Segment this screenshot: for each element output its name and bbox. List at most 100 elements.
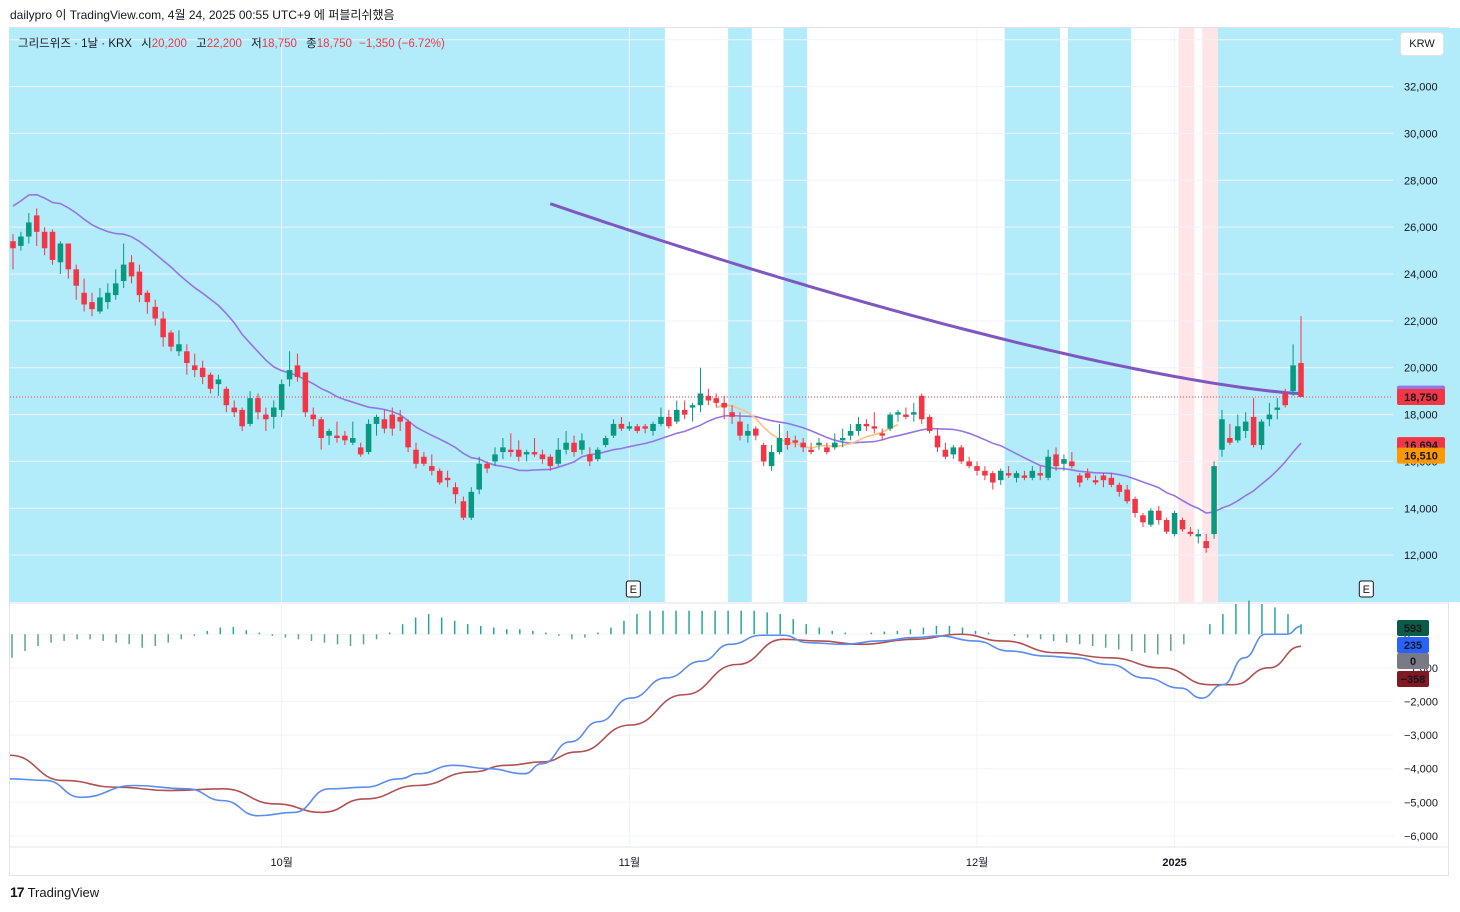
tradingview-logo-icon: 17 bbox=[10, 884, 25, 900]
candle-body bbox=[1116, 484, 1123, 492]
candle-body bbox=[97, 297, 103, 312]
moving-average-line bbox=[12, 193, 1302, 514]
candle-body bbox=[302, 372, 309, 413]
candle-body bbox=[128, 262, 135, 277]
candle-body bbox=[112, 283, 119, 296]
candle-body bbox=[350, 438, 356, 443]
candle-body bbox=[895, 412, 901, 415]
candle-body bbox=[239, 409, 245, 427]
candle-body bbox=[421, 456, 427, 464]
candle-body bbox=[594, 449, 601, 460]
candle-body bbox=[357, 447, 364, 455]
candle-body bbox=[753, 428, 759, 436]
close-value: 18,750 bbox=[316, 38, 352, 50]
candle-body bbox=[610, 423, 617, 436]
candle-body bbox=[1258, 421, 1265, 446]
publish-caption: dailypro 이 TradingView.com, 4월 24, 2025 … bbox=[10, 8, 395, 22]
candle-body bbox=[199, 367, 206, 378]
candle-body bbox=[255, 398, 261, 413]
last-price-label: 18,750 bbox=[1404, 392, 1438, 404]
candle-body bbox=[1211, 466, 1217, 535]
ma-orange-value-label: 16,510 bbox=[1404, 451, 1438, 463]
macd-value-label-bg bbox=[1397, 671, 1429, 687]
candle-body bbox=[389, 414, 396, 429]
price-axis-tick: 14,000 bbox=[1404, 503, 1438, 515]
candle-body bbox=[1148, 510, 1154, 525]
candle-body bbox=[1163, 520, 1170, 532]
candle-body bbox=[1179, 520, 1186, 530]
candle-body bbox=[263, 414, 269, 420]
candle-body bbox=[397, 416, 403, 422]
candle-body bbox=[168, 332, 174, 347]
candle-body bbox=[974, 466, 980, 471]
price-axis-tick: 12,000 bbox=[1404, 550, 1438, 562]
candle-body bbox=[270, 407, 277, 417]
candle-body bbox=[879, 433, 885, 436]
high-label: 고 bbox=[196, 38, 207, 50]
candle-body bbox=[1290, 365, 1296, 392]
candle-body bbox=[1282, 393, 1288, 406]
candle-body bbox=[1037, 473, 1044, 476]
candle-body bbox=[405, 421, 411, 448]
candle-body bbox=[1045, 456, 1051, 478]
tradingview-logo[interactable]: 17 TradingView bbox=[10, 884, 99, 900]
candle-body bbox=[1250, 416, 1257, 446]
candle-body bbox=[863, 423, 870, 427]
macd-value-label: 0 bbox=[1410, 656, 1416, 668]
candle-body bbox=[1266, 414, 1273, 420]
macd-value-label-bg bbox=[1397, 653, 1429, 669]
candle-body bbox=[144, 292, 151, 303]
candle-body bbox=[626, 426, 633, 429]
candle-body bbox=[1076, 475, 1083, 483]
candle-body bbox=[832, 442, 838, 448]
candle-body bbox=[808, 449, 814, 453]
tradingview-logo-text: TradingView bbox=[27, 884, 100, 900]
candle-body bbox=[824, 447, 830, 453]
time-axis-tick: 12월 bbox=[966, 856, 988, 869]
candle-body bbox=[160, 318, 166, 338]
earnings-marker bbox=[1358, 580, 1374, 598]
candle-body bbox=[839, 438, 846, 441]
macd-value-label-bg bbox=[1397, 620, 1429, 636]
candle-body bbox=[997, 470, 1004, 481]
candle-body bbox=[1092, 480, 1099, 483]
highlight-band bbox=[1067, 28, 1132, 602]
highlight-band bbox=[380, 28, 665, 602]
price-axis-tick: 20,000 bbox=[1404, 363, 1438, 375]
candle-body bbox=[760, 445, 767, 462]
currency-button[interactable]: KRW bbox=[1400, 32, 1444, 56]
candle-body bbox=[745, 430, 751, 436]
candle-body bbox=[176, 344, 182, 352]
candle-body bbox=[958, 447, 964, 462]
candle-body bbox=[1227, 438, 1233, 443]
candle-body bbox=[705, 395, 712, 401]
candle-body bbox=[1195, 534, 1202, 537]
candle-body bbox=[365, 423, 372, 453]
candle-body bbox=[65, 243, 72, 270]
macd-axis-tick: −5,000 bbox=[1404, 797, 1438, 809]
candle-body bbox=[721, 402, 727, 408]
candle-body bbox=[231, 407, 238, 413]
candle-body bbox=[571, 442, 577, 453]
candle-body bbox=[326, 430, 332, 436]
candle-body bbox=[1108, 477, 1115, 485]
candle-body bbox=[555, 449, 561, 464]
candle-body bbox=[1274, 407, 1281, 410]
candle-body bbox=[1053, 454, 1059, 467]
candle-body bbox=[673, 409, 680, 422]
candle-body bbox=[286, 370, 293, 380]
candle-body bbox=[18, 236, 24, 246]
candle-body bbox=[634, 426, 641, 431]
candle-body bbox=[950, 447, 957, 455]
price-axis-tick: 26,000 bbox=[1404, 222, 1438, 234]
candle-body bbox=[1013, 473, 1020, 478]
candle-body bbox=[666, 416, 672, 427]
candle-body bbox=[1069, 461, 1075, 467]
price-axis-tick: 32,000 bbox=[1404, 82, 1438, 94]
candle-body bbox=[618, 423, 625, 429]
candle-body bbox=[1140, 515, 1146, 523]
symbol-name[interactable]: 그리드위즈 · 1날 · KRX bbox=[18, 38, 132, 50]
candle-body bbox=[49, 231, 56, 260]
candle-body bbox=[658, 416, 664, 424]
